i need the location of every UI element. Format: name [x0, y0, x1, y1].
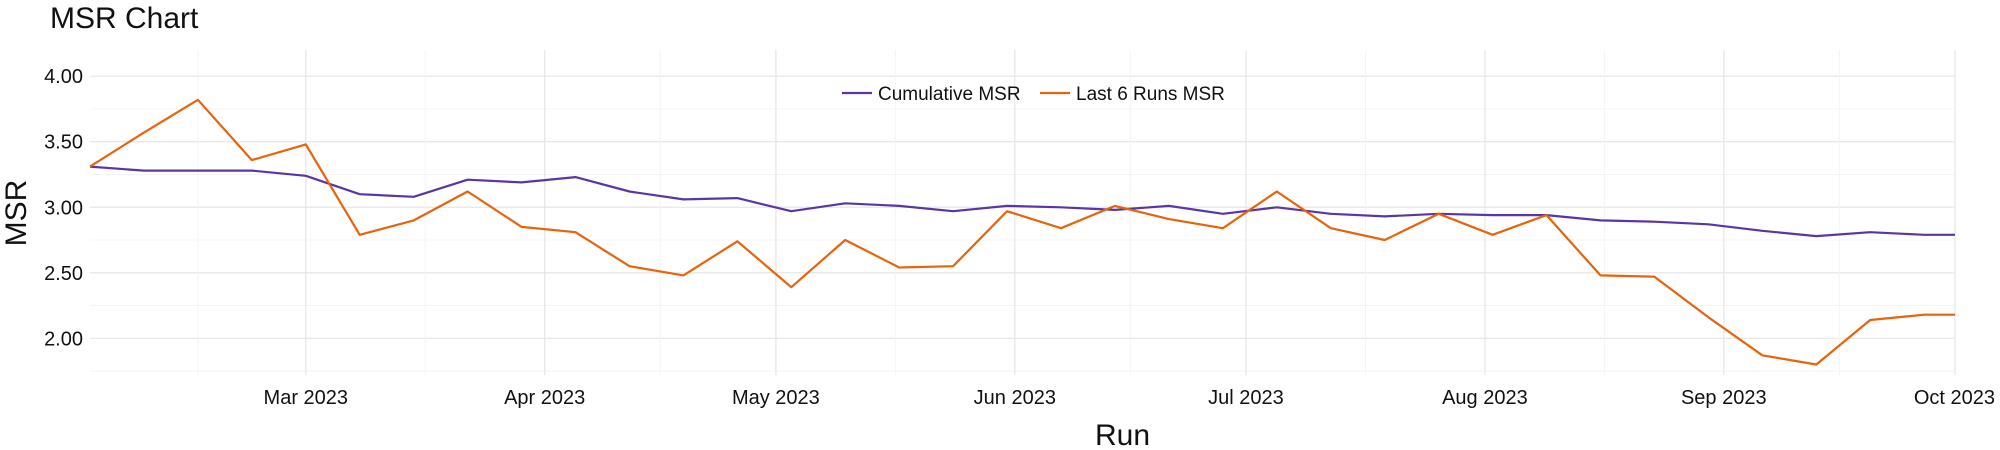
legend: Cumulative MSR Last 6 Runs MSR [842, 84, 1225, 105]
x-tick-labels: Mar 2023 Apr 2023 May 2023 Jun 2023 Jul 2023… [264, 387, 1995, 409]
legend-item: Cumulative MSR [842, 84, 1021, 105]
y-tick-label: 3.50 [44, 132, 83, 154]
y-axis-title: MSR [0, 180, 33, 247]
grid-lines [90, 50, 1956, 375]
legend-label: Last 6 Runs MSR [1076, 84, 1225, 105]
x-tick-label: Mar 2023 [264, 387, 349, 409]
x-tick-label: Aug 2023 [1442, 387, 1528, 409]
legend-item: Last 6 Runs MSR [1040, 84, 1225, 105]
legend-label: Cumulative MSR [878, 84, 1021, 105]
x-tick-label: Oct 2023 [1914, 387, 1995, 409]
y-tick-label: 3.00 [44, 197, 83, 219]
series-line-cumulative-msr [89, 165, 1955, 238]
x-tick-label: Sep 2023 [1681, 387, 1767, 409]
series-lines [89, 98, 1955, 366]
x-axis-title: Run [1095, 419, 1150, 450]
y-tick-label: 2.00 [44, 328, 83, 350]
y-tick-label: 4.00 [44, 66, 83, 88]
x-tick-label: Apr 2023 [504, 387, 585, 409]
series-line-last-6-runs-msr [89, 98, 1955, 366]
y-tick-label: 2.50 [44, 263, 83, 285]
chart-title: MSR Chart [50, 2, 199, 35]
y-tick-labels: 4.00 3.50 3.00 2.50 2.00 [44, 66, 83, 350]
x-tick-label: Jun 2023 [974, 387, 1056, 409]
x-tick-label: May 2023 [732, 387, 820, 409]
x-tick-label: Jul 2023 [1208, 387, 1284, 409]
